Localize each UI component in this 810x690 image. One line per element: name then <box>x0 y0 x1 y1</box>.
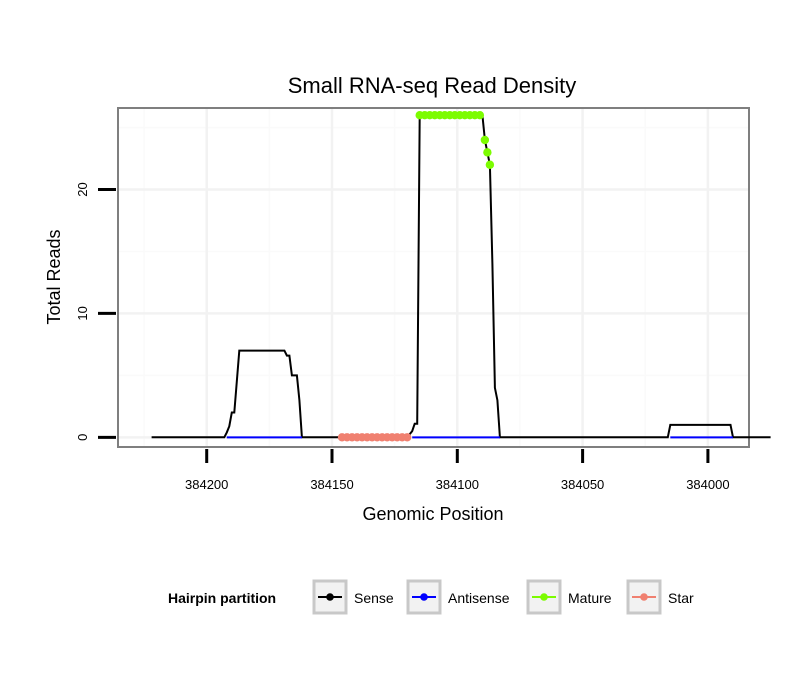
legend-key-point <box>540 593 548 601</box>
series-point-mature <box>485 160 495 169</box>
series-point-star <box>402 433 412 442</box>
x-tick-label: 384100 <box>436 477 479 492</box>
legend-key-point <box>326 593 334 601</box>
x-axis-title: Genomic Position <box>362 504 503 524</box>
legend-item-star: Star <box>626 579 694 615</box>
y-tick-label: 20 <box>75 182 90 196</box>
grid-minor <box>119 109 748 446</box>
legend-label: Sense <box>354 590 394 606</box>
legend-item-mature: Mature <box>526 579 612 615</box>
series-point-mature <box>480 135 490 145</box>
points-layer <box>337 110 495 442</box>
y-tick-label: 10 <box>75 306 90 320</box>
y-axis-title: Total Reads <box>44 229 64 324</box>
legend-label: Antisense <box>448 590 510 606</box>
legend-item-antisense: Antisense <box>406 579 510 615</box>
y-axis: 0 10 20 <box>75 182 116 441</box>
legend-label: Mature <box>568 590 612 606</box>
x-tick-label: 384000 <box>686 477 729 492</box>
legend-title: Hairpin partition <box>168 590 276 606</box>
y-tick-label: 0 <box>75 434 90 441</box>
x-tick-label: 384200 <box>185 477 228 492</box>
legend: Hairpin partition Sense Antisense Mature St… <box>168 579 694 615</box>
legend-item-sense: Sense <box>312 579 394 615</box>
plot-background <box>117 107 750 448</box>
chart-title: Small RNA-seq Read Density <box>288 73 577 98</box>
series-point-mature <box>475 110 485 120</box>
x-axis: 384200 384150 384100 384050 384000 <box>185 449 730 492</box>
x-tick-label: 384150 <box>310 477 353 492</box>
x-tick-label: 384050 <box>561 477 604 492</box>
series-point-mature <box>483 148 492 157</box>
legend-key-point <box>420 593 428 601</box>
legend-key-point <box>640 593 648 601</box>
legend-label: Star <box>668 590 694 606</box>
